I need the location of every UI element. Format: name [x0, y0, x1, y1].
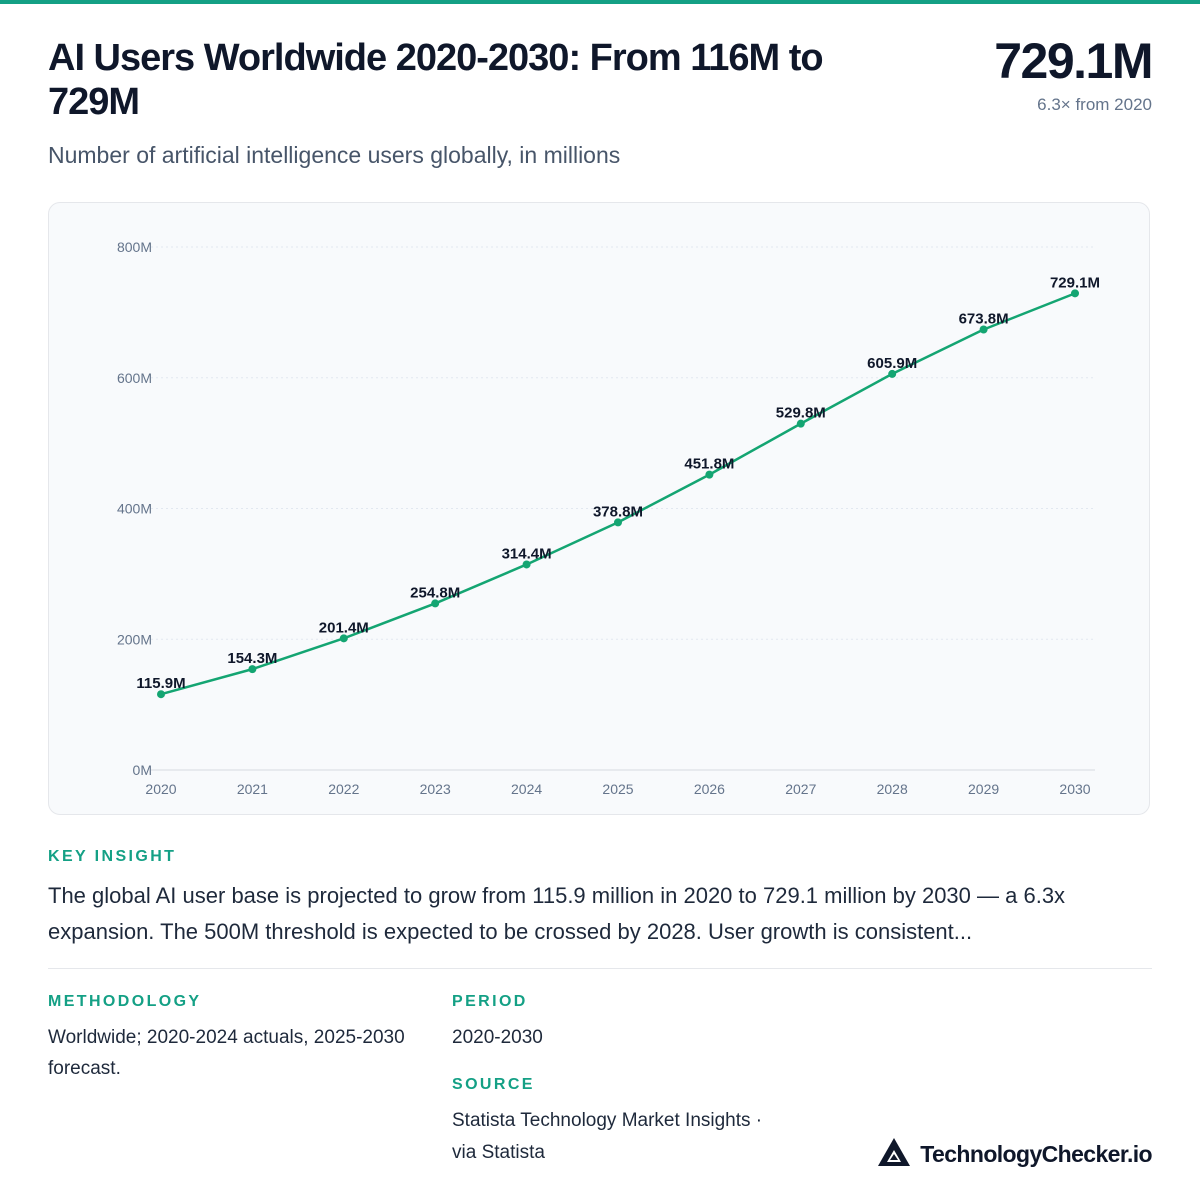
- data-label: 605.9M: [867, 355, 917, 372]
- data-label: 529.8M: [776, 405, 826, 422]
- data-label: 378.8M: [593, 503, 643, 520]
- methodology-text: Worldwide; 2020-2024 actuals, 2025-2030 …: [48, 1027, 405, 1079]
- chart-panel: 0M 200M 400M 600M 800M 2020 2021 2022 2023 2024 20…: [48, 202, 1150, 815]
- methodology-label: METHODOLOGY: [48, 993, 202, 1010]
- brand-name: TechnologyChecker.io: [920, 1141, 1152, 1167]
- line-chart: 0M 200M 400M 600M 800M 2020 2021 2022 2023 2024 20…: [117, 239, 1100, 797]
- x-tick-label: 2022: [328, 781, 359, 797]
- source-line-2: via Statista: [452, 1142, 545, 1163]
- data-point: [157, 690, 165, 699]
- x-tick-label: 2025: [602, 781, 633, 797]
- y-tick-label: 0M: [133, 762, 152, 778]
- x-tick-label: 2023: [420, 781, 451, 797]
- data-label: 201.4M: [319, 619, 369, 636]
- x-tick-label: 2029: [968, 781, 999, 797]
- data-point: [1071, 289, 1079, 298]
- y-tick-label: 600M: [117, 370, 152, 386]
- data-label: 673.8M: [959, 311, 1009, 328]
- x-tick-label: 2030: [1059, 781, 1090, 797]
- data-point: [614, 518, 622, 527]
- x-tick-label: 2027: [785, 781, 816, 797]
- insight-text: The global AI user base is projected to …: [48, 883, 1066, 944]
- page-title: AI Users Worldwide 2020-2030: From 116M …: [48, 37, 824, 123]
- data-label: 451.8M: [684, 456, 734, 473]
- insight-label: KEY INSIGHT: [48, 848, 177, 865]
- y-tick-label: 400M: [117, 501, 152, 517]
- data-label: 154.3M: [227, 650, 277, 667]
- x-tick-label: 2026: [694, 781, 725, 797]
- x-tick-label: 2028: [877, 781, 908, 797]
- divider: [48, 968, 1152, 969]
- triangle-logo-icon: [876, 1136, 912, 1173]
- source-line-1: Statista Technology Market Insights ·: [452, 1110, 763, 1131]
- x-tick-label: 2024: [511, 781, 542, 797]
- brand: TechnologyChecker.io: [876, 1136, 1153, 1173]
- period-text: 2020-2030: [452, 1027, 543, 1048]
- x-tick-label: 2021: [237, 781, 268, 797]
- data-label: 729.1M: [1050, 274, 1100, 291]
- data-point: [705, 470, 714, 479]
- headline-value: 729.1M: [994, 33, 1153, 89]
- top-accent-bar: [0, 0, 1200, 4]
- data-point: [248, 665, 257, 674]
- source-label: SOURCE: [452, 1076, 535, 1093]
- series-line: [159, 292, 1077, 696]
- data-label: 254.8M: [410, 584, 460, 601]
- data-point: [979, 325, 988, 334]
- data-point: [522, 560, 531, 569]
- period-label: PERIOD: [452, 993, 528, 1010]
- x-tick-label: 2020: [145, 781, 176, 797]
- data-point: [796, 419, 805, 428]
- data-point: [888, 369, 897, 378]
- page-subtitle: Number of artificial intelligence users …: [48, 142, 621, 168]
- data-point: [431, 599, 440, 608]
- headline-growth: 6.3× from 2020: [1037, 95, 1152, 114]
- data-point: [339, 634, 348, 643]
- data-label: 314.4M: [502, 545, 552, 562]
- y-tick-label: 200M: [117, 631, 152, 647]
- data-label: 115.9M: [136, 675, 185, 692]
- y-tick-label: 800M: [117, 239, 152, 255]
